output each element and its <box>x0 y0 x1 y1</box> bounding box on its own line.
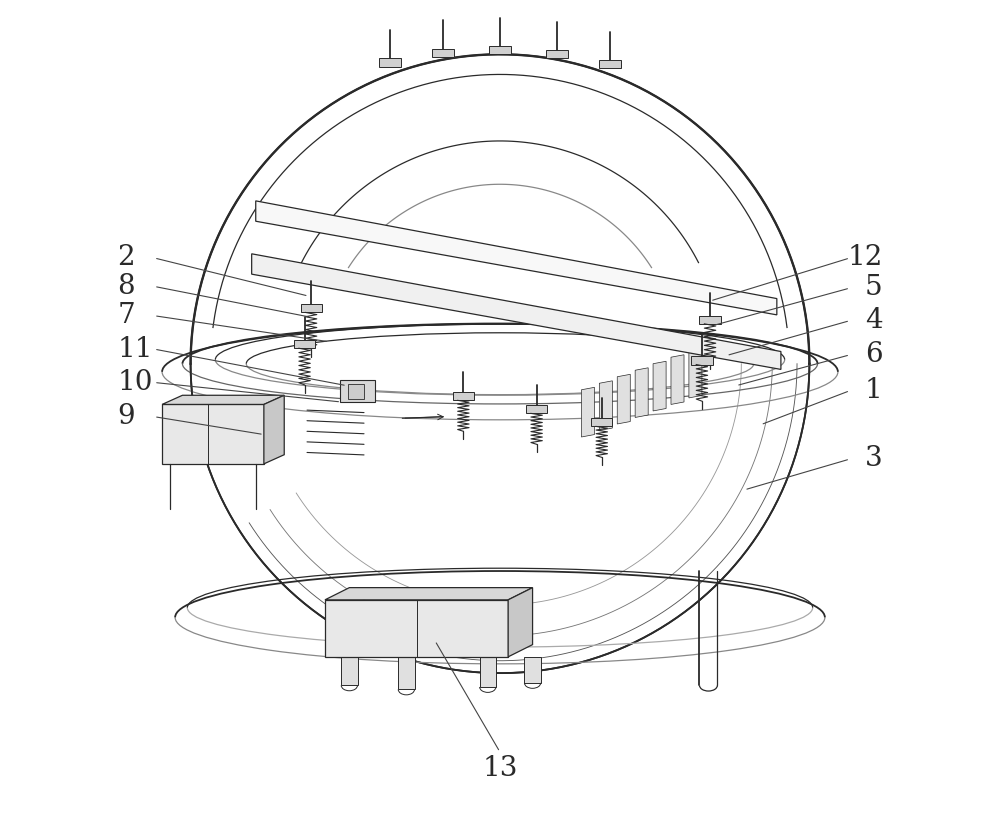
Polygon shape <box>162 404 264 464</box>
Polygon shape <box>453 392 474 400</box>
Text: 11: 11 <box>117 336 153 363</box>
Polygon shape <box>508 587 533 657</box>
Polygon shape <box>252 254 781 369</box>
Polygon shape <box>340 380 375 402</box>
Polygon shape <box>689 348 702 398</box>
Text: 3: 3 <box>865 445 883 472</box>
Polygon shape <box>480 657 496 687</box>
Polygon shape <box>617 374 630 424</box>
Text: 10: 10 <box>117 369 153 396</box>
Polygon shape <box>294 340 315 348</box>
Polygon shape <box>348 384 364 399</box>
Text: 1: 1 <box>865 377 883 404</box>
Polygon shape <box>325 587 533 600</box>
Polygon shape <box>591 418 612 426</box>
Polygon shape <box>264 395 284 464</box>
Polygon shape <box>699 315 721 324</box>
Polygon shape <box>599 381 612 431</box>
Text: 5: 5 <box>865 275 883 301</box>
Polygon shape <box>325 600 508 657</box>
Polygon shape <box>489 47 511 54</box>
Polygon shape <box>398 657 415 690</box>
Polygon shape <box>599 60 621 68</box>
Polygon shape <box>635 368 648 417</box>
Text: 6: 6 <box>865 342 883 368</box>
Text: 13: 13 <box>482 755 518 782</box>
Polygon shape <box>162 395 284 404</box>
Text: 12: 12 <box>847 244 883 271</box>
Polygon shape <box>671 355 684 404</box>
Polygon shape <box>524 657 541 683</box>
Polygon shape <box>432 49 454 56</box>
Text: 4: 4 <box>865 307 883 334</box>
Polygon shape <box>653 361 666 411</box>
Text: 9: 9 <box>117 403 135 430</box>
Polygon shape <box>581 387 594 437</box>
Text: 8: 8 <box>117 273 135 300</box>
Text: 2: 2 <box>117 244 135 271</box>
Polygon shape <box>379 58 401 66</box>
Polygon shape <box>301 304 322 312</box>
Text: 7: 7 <box>117 302 135 329</box>
Polygon shape <box>526 405 547 413</box>
Polygon shape <box>256 201 777 315</box>
Polygon shape <box>546 50 568 58</box>
Polygon shape <box>341 657 358 685</box>
Polygon shape <box>691 356 713 364</box>
